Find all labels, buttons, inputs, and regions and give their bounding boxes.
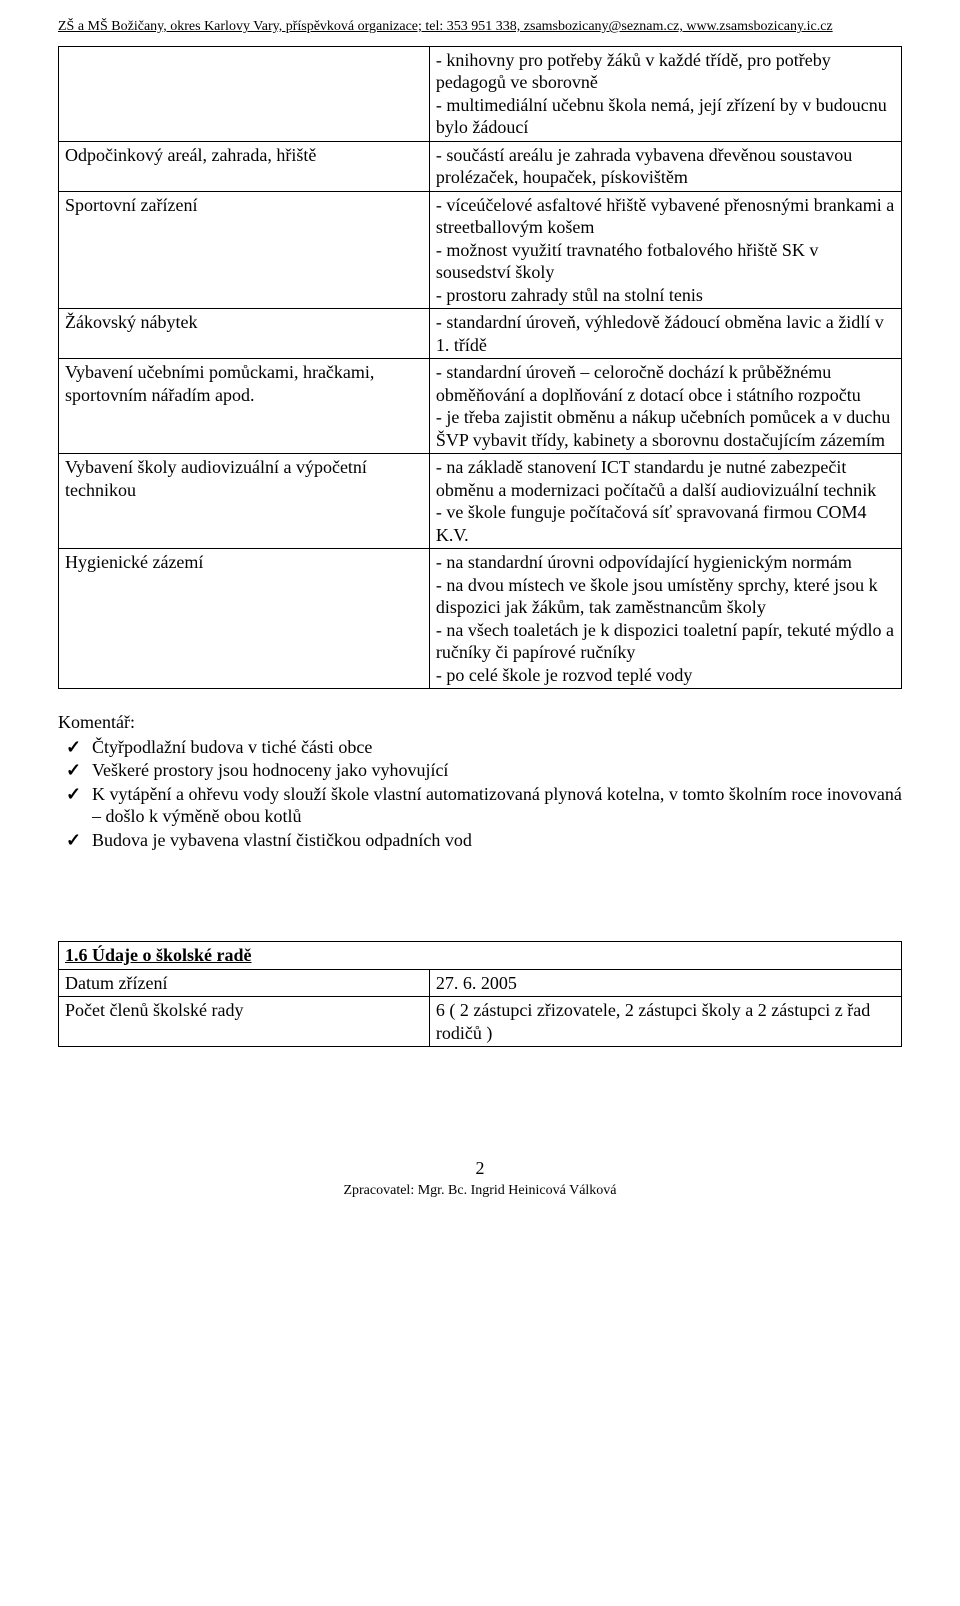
section-heading-cell: 1.6 Údaje o školské radě	[59, 942, 902, 970]
cell-right: - součástí areálu je zahrada vybavena dř…	[429, 141, 901, 191]
table-row: Hygienické zázemí - na standardní úrovni…	[59, 549, 902, 689]
cell-left: Datum zřízení	[59, 969, 430, 997]
cell-left: Vybavení školy audiovizuální a výpočetní…	[59, 454, 430, 549]
cell-left	[59, 46, 430, 141]
cell-left: Počet členů školské rady	[59, 997, 430, 1047]
cell-left: Vybavení učebními pomůckami, hračkami, s…	[59, 359, 430, 454]
footer-author: Zpracovatel: Mgr. Bc. Ingrid Heinicová V…	[58, 1182, 902, 1200]
cell-right: - na standardní úrovni odpovídající hygi…	[429, 549, 901, 689]
list-item: Budova je vybavena vlastní čističkou odp…	[92, 829, 902, 852]
page-number: 2	[58, 1157, 902, 1180]
cell-right: - víceúčelové asfaltové hřiště vybavené …	[429, 191, 901, 309]
cell-right: - knihovny pro potřeby žáků v každé tříd…	[429, 46, 901, 141]
cell-left: Hygienické zázemí	[59, 549, 430, 689]
table-row: Počet členů školské rady 6 ( 2 zástupci …	[59, 997, 902, 1047]
cell-right: - standardní úroveň – celoročně dochází …	[429, 359, 901, 454]
cell-left: Odpočinkový areál, zahrada, hřiště	[59, 141, 430, 191]
section-heading: 1.6 Údaje o školské radě	[65, 945, 252, 965]
table-row: Datum zřízení 27. 6. 2005	[59, 969, 902, 997]
conditions-table: - knihovny pro potřeby žáků v každé tříd…	[58, 46, 902, 690]
cell-right: 27. 6. 2005	[429, 969, 901, 997]
list-item: K vytápění a ohřevu vody slouží škole vl…	[92, 783, 902, 828]
comment-label: Komentář:	[58, 711, 902, 734]
comment-list: Čtyřpodlažní budova v tiché části obce V…	[58, 736, 902, 852]
table-row: Vybavení učebními pomůckami, hračkami, s…	[59, 359, 902, 454]
school-council-table: 1.6 Údaje o školské radě Datum zřízení 2…	[58, 941, 902, 1047]
table-row: Sportovní zařízení - víceúčelové asfalto…	[59, 191, 902, 309]
cell-left: Žákovský nábytek	[59, 309, 430, 359]
page-footer: 2 Zpracovatel: Mgr. Bc. Ingrid Heinicová…	[58, 1157, 902, 1201]
table-row: - knihovny pro potřeby žáků v každé tříd…	[59, 46, 902, 141]
table-row: Žákovský nábytek - standardní úroveň, vý…	[59, 309, 902, 359]
cell-right: 6 ( 2 zástupci zřizovatele, 2 zástupci š…	[429, 997, 901, 1047]
list-item: Veškeré prostory jsou hodnoceny jako vyh…	[92, 759, 902, 782]
table-row: Vybavení školy audiovizuální a výpočetní…	[59, 454, 902, 549]
cell-left: Sportovní zařízení	[59, 191, 430, 309]
list-item: Čtyřpodlažní budova v tiché části obce	[92, 736, 902, 759]
cell-right: - standardní úroveň, výhledově žádoucí o…	[429, 309, 901, 359]
table-row: Odpočinkový areál, zahrada, hřiště - sou…	[59, 141, 902, 191]
cell-right: - na základě stanovení ICT standardu je …	[429, 454, 901, 549]
page-header: ZŠ a MŠ Božičany, okres Karlovy Vary, př…	[58, 18, 902, 36]
